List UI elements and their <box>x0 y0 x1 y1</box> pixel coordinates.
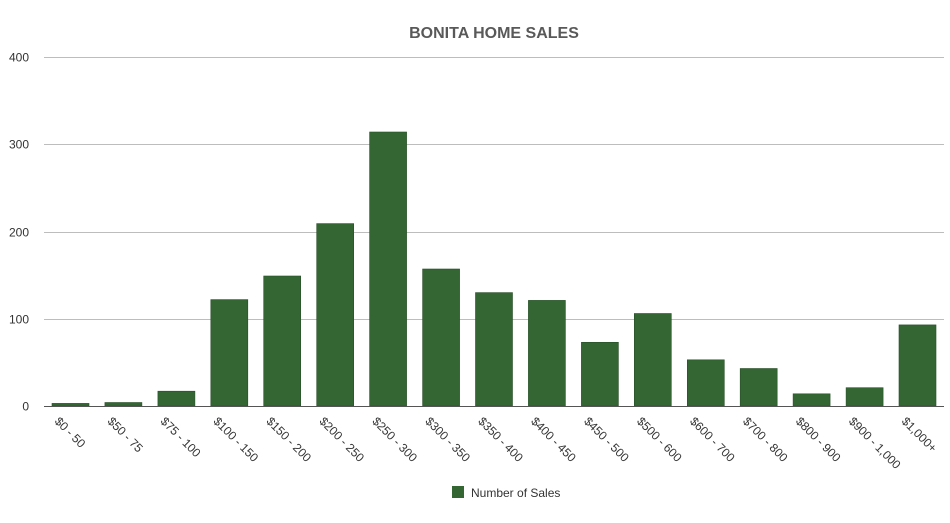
bar <box>104 402 143 407</box>
bar <box>316 223 355 407</box>
x-tick-label: $400 - 450 <box>528 414 579 465</box>
bar <box>157 390 196 407</box>
x-tick-label: $900 - 1,000 <box>846 414 904 472</box>
x-tick-label: $700 - 800 <box>740 414 791 465</box>
x-tick-label: $75 - 100 <box>158 414 204 460</box>
x-tick-label: $0 - 50 <box>52 414 89 451</box>
bar <box>739 368 778 407</box>
y-axis-ticks: 0 100 200 300 400 <box>9 51 29 414</box>
bar <box>210 299 249 407</box>
bars <box>51 131 937 407</box>
bar <box>51 403 90 407</box>
x-tick-label: $350 - 400 <box>475 414 526 465</box>
chart-title: BONITA HOME SALES <box>409 25 579 42</box>
bar <box>792 393 831 407</box>
bar <box>528 300 566 407</box>
x-tick-label: $500 - 600 <box>634 414 685 465</box>
legend-swatch-number-of-sales <box>452 486 464 498</box>
bar <box>369 131 407 407</box>
x-tick-label: $600 - 700 <box>687 414 738 465</box>
x-tick-label: $250 - 300 <box>369 414 420 465</box>
legend: Number of Sales <box>452 486 560 500</box>
y-tick-label: 400 <box>9 51 29 65</box>
y-tick-label: 300 <box>9 138 29 152</box>
x-tick-label: $150 - 200 <box>264 414 315 465</box>
legend-label-number-of-sales: Number of Sales <box>471 486 560 500</box>
x-tick-label: $300 - 350 <box>422 414 473 465</box>
bar <box>422 268 460 407</box>
y-tick-label: 0 <box>22 400 29 414</box>
x-tick-label: $1,000+ <box>899 414 940 455</box>
bar <box>581 341 619 407</box>
bar <box>263 275 302 407</box>
x-tick-label: $800 - 900 <box>793 414 844 465</box>
bar <box>845 387 884 407</box>
bar <box>686 359 725 407</box>
x-axis-ticks: $0 - 50 $50 - 75 $75 - 100 $100 - 150 $150 -… <box>52 414 940 472</box>
x-tick-label: $450 - 500 <box>581 414 632 465</box>
y-tick-label: 200 <box>9 226 29 240</box>
bar <box>633 313 672 407</box>
x-tick-label: $200 - 250 <box>317 414 368 465</box>
x-tick-label: $100 - 150 <box>211 414 262 465</box>
x-tick-label: $50 - 75 <box>105 414 146 455</box>
y-tick-label: 100 <box>9 313 29 327</box>
bar <box>898 324 937 407</box>
bar <box>475 292 513 407</box>
gridlines <box>44 57 944 320</box>
